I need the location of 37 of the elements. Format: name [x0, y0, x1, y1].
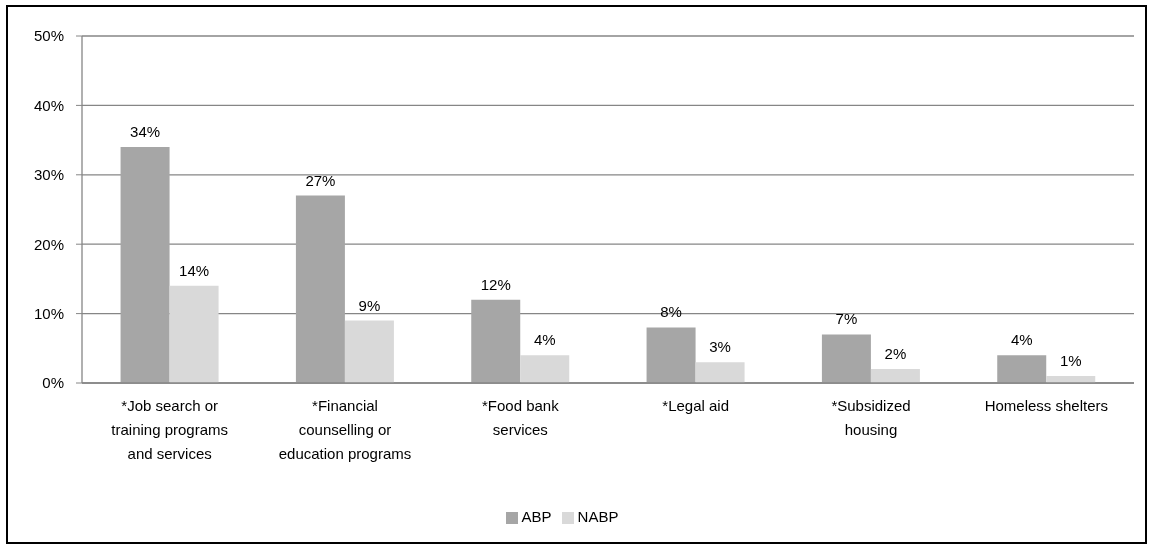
data-label: 1%: [1059, 352, 1082, 370]
data-label: 27%: [305, 171, 336, 189]
bar: [344, 320, 394, 383]
x-tick-label: Homeless shelters: [984, 397, 1109, 414]
data-label: 34%: [130, 123, 161, 141]
data-label: 12%: [480, 275, 511, 293]
bar: [295, 195, 345, 383]
bar: [695, 362, 745, 383]
bar: [821, 334, 871, 383]
legend-label: ABP: [521, 508, 552, 525]
bar: [870, 369, 920, 383]
x-tick-label: *Job search or training programs and services: [111, 397, 229, 462]
bar: [471, 299, 521, 383]
data-label: 8%: [660, 303, 682, 321]
x-tick-label: *Food bank services: [481, 397, 560, 438]
bar: [997, 355, 1047, 383]
y-tick-label: 10%: [33, 304, 64, 322]
data-label: 2%: [884, 345, 907, 363]
legend-label: NABP: [577, 508, 619, 525]
y-tick-label: 40%: [33, 96, 64, 114]
bar: [120, 147, 170, 383]
x-tick-label: *Legal aid: [662, 397, 730, 414]
x-tick-label: *Financial counselling or education programs: [278, 397, 412, 462]
x-tick-label: *Subsidized housing: [831, 397, 911, 438]
data-label: 3%: [709, 338, 731, 356]
y-tick-label: 20%: [33, 235, 64, 253]
data-label: 4%: [1010, 331, 1033, 349]
data-label: 7%: [835, 310, 858, 328]
bar: [169, 285, 219, 383]
data-label: 9%: [358, 296, 381, 314]
bar: [646, 327, 696, 383]
y-tick-label: 0%: [42, 374, 64, 392]
y-tick-label: 30%: [33, 166, 64, 184]
data-label: 14%: [179, 261, 210, 279]
bar: [520, 355, 570, 383]
y-tick-label: 50%: [33, 27, 64, 45]
data-label: 4%: [533, 331, 556, 349]
